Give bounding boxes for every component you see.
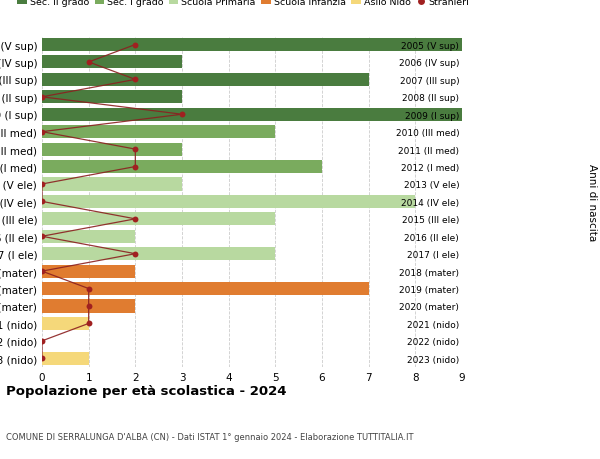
Bar	[42, 74, 368, 87]
Point	[84, 320, 94, 327]
Legend: Sec. II grado, Sec. I grado, Scuola Primaria, Scuola Infanzia, Asilo Nido, Stran: Sec. II grado, Sec. I grado, Scuola Prim…	[17, 0, 469, 7]
Text: Anni di nascita: Anni di nascita	[587, 163, 597, 241]
Text: COMUNE DI SERRALUNGA D'ALBA (CN) - Dati ISTAT 1° gennaio 2024 - Elaborazione TUT: COMUNE DI SERRALUNGA D'ALBA (CN) - Dati …	[6, 431, 413, 441]
Bar	[42, 56, 182, 69]
Point	[131, 77, 140, 84]
Text: Popolazione per età scolastica - 2024: Popolazione per età scolastica - 2024	[6, 384, 287, 397]
Bar	[42, 282, 368, 296]
Point	[177, 112, 187, 119]
Point	[84, 285, 94, 292]
Bar	[42, 230, 136, 243]
Point	[37, 129, 47, 136]
Bar	[42, 108, 462, 122]
Bar	[42, 143, 182, 157]
Bar	[42, 126, 275, 139]
Bar	[42, 39, 462, 52]
Point	[37, 355, 47, 362]
Bar	[42, 91, 182, 104]
Point	[131, 42, 140, 49]
Point	[37, 337, 47, 345]
Point	[131, 146, 140, 153]
Bar	[42, 317, 89, 330]
Point	[37, 94, 47, 101]
Point	[37, 181, 47, 188]
Point	[37, 268, 47, 275]
Point	[131, 163, 140, 171]
Bar	[42, 161, 322, 174]
Bar	[42, 178, 182, 191]
Bar	[42, 213, 275, 226]
Bar	[42, 247, 275, 261]
Point	[84, 59, 94, 67]
Point	[131, 216, 140, 223]
Point	[84, 302, 94, 310]
Bar	[42, 196, 415, 208]
Bar	[42, 352, 89, 365]
Point	[131, 251, 140, 258]
Bar	[42, 265, 136, 278]
Point	[37, 198, 47, 206]
Bar	[42, 300, 136, 313]
Point	[37, 233, 47, 241]
